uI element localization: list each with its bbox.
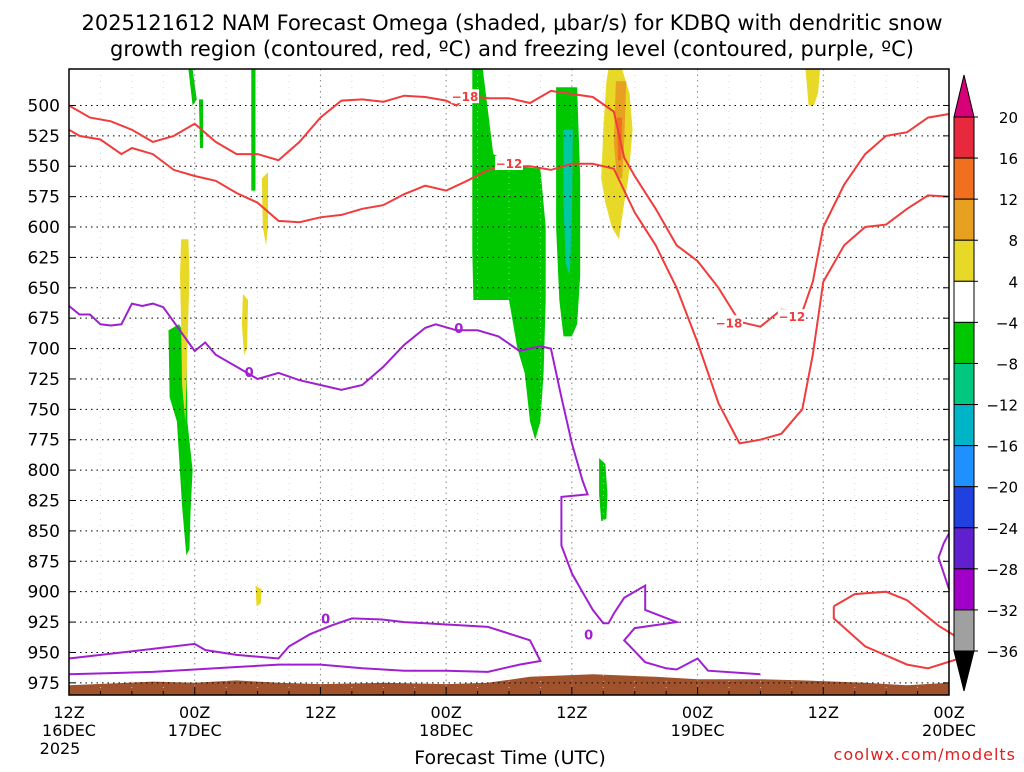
pressure-tick-label: 700 [28,340,60,360]
contour-label-minus18-bg [451,89,479,104]
pressure-tick-label: 600 [28,218,60,238]
pressure-tick-label: 650 [28,279,60,299]
contour-layer: −18 −12 −18 −12 0 0 0 0 [68,89,972,676]
contour-label-zero: 0 [584,628,593,643]
time-tick-date-label: 16DEC [42,721,96,740]
pressure-axis: 500 525 550 575 600 625 650 675 700 725 750 775 800 8… [28,96,949,694]
pressure-tick-label: 875 [28,552,60,572]
omega-shade-region [805,69,821,106]
pressure-tick-label: 900 [28,583,60,603]
contour-label-minus18-bg [715,315,743,330]
credit-label: coolwx.com/modelts [834,745,1016,764]
pressure-tick-label: 625 [28,248,60,268]
freezing-level-right-contour [937,532,950,590]
colorbar-tick-label: 8 [1008,232,1018,250]
chart-title-line-1: 2025121612 NAM Forecast Omega (shaded, μ… [81,11,942,35]
contour-label-minus18: −18 [716,316,743,330]
terrain-fill [69,674,949,695]
colorbar-bottom-arrow [953,650,975,692]
contour-label-minus12: −12 [778,310,805,324]
colorbar-tick-label: −12 [986,397,1018,415]
colorbar-tick-label: −28 [986,561,1018,579]
time-tick-date-label: 17DEC [168,721,222,740]
pressure-tick-label: 975 [28,674,60,694]
pressure-tick-label: 675 [28,309,60,329]
time-tick-date-label: 19DEC [671,721,725,740]
grid-layer [69,69,950,695]
pressure-tick-label: 825 [28,492,60,512]
pressure-tick-label: 725 [28,370,60,390]
omega-shade-region [180,239,190,422]
colorbar-tick-label: −20 [986,479,1018,497]
pressure-tick-label: 925 [28,613,60,633]
colorbar-tick-label: −8 [996,355,1018,373]
contour-label-minus12-bg [777,309,806,324]
pressure-tick-label: 775 [28,431,60,451]
x-axis-title: Forecast Time (UTC) [414,747,605,768]
colorbar-swatch [953,280,975,323]
colorbar-tick-label: 4 [1008,273,1018,291]
colorbar-swatch [953,486,975,529]
omega-shade-region [168,324,193,556]
time-tick-label: 00Z [430,703,461,722]
freezing-level-low-contour [68,617,542,676]
time-tick-label: 12Z [808,703,839,722]
pressure-tick-label: 500 [28,96,60,116]
time-tick-label: 12Z [305,703,336,722]
colorbar-swatch [953,157,975,200]
contour-label-zero: 0 [454,322,463,337]
colorbar-tick-label: −24 [986,520,1018,538]
contour-label-minus18: −18 [452,90,479,104]
omega-shade-region [184,69,197,106]
colorbar-tick-label: −36 [986,643,1018,661]
omega-shade-region [472,69,546,440]
time-tick-label: 12Z [53,703,84,722]
colorbar-swatch [953,568,975,611]
colorbar-tick-label: 12 [999,191,1018,209]
pressure-tick-label: 950 [28,643,60,663]
chart-title-line-2: growth region (contoured, red, ºC) and f… [110,37,914,61]
time-tick-date-label: 20DEC [922,721,976,740]
colorbar-swatch [953,404,975,447]
time-tick-label: 00Z [682,703,713,722]
pressure-tick-label: 525 [28,127,60,147]
omega-shade-region [255,585,262,607]
colorbar-swatch [953,445,975,488]
colorbar-swatch [953,198,975,241]
colorbar-swatch [953,609,975,652]
pressure-tick-label: 750 [28,400,60,420]
time-tick-date-label: 18DEC [419,721,473,740]
colorbar: 20 16 12 8 4 −4 −8 −12 −16 −20 −24 −28 −32 −36 [953,74,1018,692]
terrain-layer [69,674,949,695]
contour-label-zero: 0 [321,613,330,628]
time-tick-year-label: 2025 [40,739,81,758]
colorbar-swatch [953,527,975,570]
colorbar-swatch [953,116,975,159]
colorbar-tick-label: −32 [986,602,1018,620]
colorbar-tick-label: 16 [999,150,1018,168]
dgz-minus18-contour [68,89,950,328]
colorbar-swatch [953,239,975,282]
pressure-tick-label: 850 [28,522,60,542]
time-tick-label: 00Z [179,703,210,722]
colorbar-swatch [953,321,975,364]
colorbar-tick-label: 20 [999,109,1018,127]
time-tick-label: 00Z [933,703,964,722]
contour-label-zero: 0 [245,366,254,381]
pressure-tick-label: 575 [28,188,60,208]
contour-label-minus12-bg [495,156,523,171]
colorbar-tick-label: −4 [996,314,1018,332]
pressure-tick-label: 550 [28,157,60,177]
colorbar-swatch [953,362,975,406]
omega-shade-region [251,69,256,191]
time-tick-label: 12Z [556,703,587,722]
omega-shade-region [241,293,249,355]
colorbar-tick-label: −16 [986,438,1018,456]
freezing-level-contour [68,302,761,676]
contour-label-minus12: −12 [496,157,523,171]
pressure-tick-label: 800 [28,461,60,481]
